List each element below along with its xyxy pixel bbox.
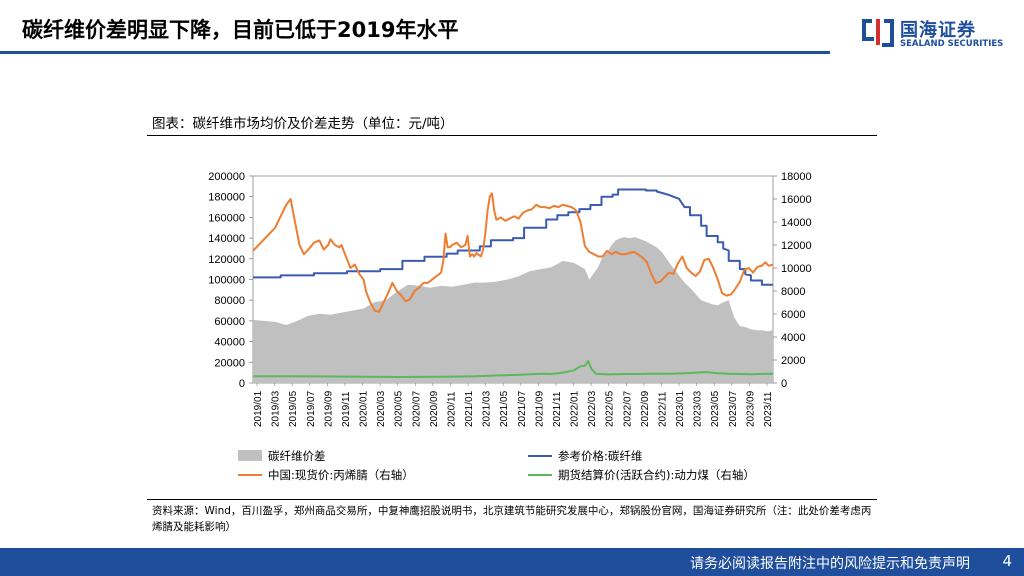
legend-label: 期货结算价(活跃合约):动力煤（右轴） — [558, 468, 755, 482]
logo-chinese-name: 国海证券 — [900, 20, 976, 41]
x-tick-label: 2022/11 — [657, 391, 668, 427]
left-tick-label: 140000 — [208, 233, 245, 245]
right-tick-label: 0 — [781, 378, 787, 390]
left-tick-label: 80000 — [214, 295, 245, 307]
x-tick-label: 2023/09 — [745, 390, 756, 427]
legend-label: 参考价格:碳纤维 — [558, 449, 642, 463]
x-tick-label: 2022/07 — [622, 390, 633, 427]
legend-label: 中国:现货价:丙烯腈（右轴） — [268, 468, 414, 482]
x-tick-label: 2023/01 — [675, 390, 686, 427]
x-tick-label: 2022/05 — [605, 390, 616, 427]
x-tick-label: 2019/07 — [306, 390, 317, 427]
x-tick-label: 2021/05 — [499, 390, 510, 427]
left-tick-label: 200000 — [208, 171, 245, 183]
left-tick-label: 120000 — [208, 254, 245, 266]
right-tick-label: 14000 — [781, 217, 812, 229]
title-underline — [0, 51, 830, 54]
x-tick-label: 2022/03 — [587, 390, 598, 427]
x-tick-label: 2021/09 — [534, 390, 545, 427]
caption-rule — [147, 135, 877, 136]
series-line-2 — [252, 192, 774, 313]
x-tick-label: 2023/03 — [693, 390, 704, 427]
left-tick-label: 20000 — [214, 357, 245, 369]
x-tick-label: 2020/05 — [394, 390, 405, 427]
x-tick-label: 2019/03 — [271, 390, 282, 427]
x-tick-label: 2019/11 — [341, 391, 352, 427]
source-note: 资料来源：Wind，百川盈孚，郑州商品交易所，中复神鹰招股说明书，北京建筑节能研… — [152, 505, 872, 533]
series-line-1 — [253, 188, 773, 286]
right-tick-label: 4000 — [781, 332, 805, 344]
x-tick-label: 2020/03 — [376, 390, 387, 427]
x-tick-label: 2021/01 — [464, 390, 475, 427]
left-tick-label: 180000 — [208, 192, 245, 204]
footer-bar: 请务必阅读报告附注中的风险提示和免责声明 4 — [0, 548, 1024, 576]
x-tick-label: 2020/11 — [446, 391, 457, 427]
page-title: 碳纤维价差明显下降，目前已低于2019年水平 — [22, 18, 459, 42]
x-tick-label: 2019/09 — [323, 390, 334, 427]
x-tick-label: 2020/09 — [429, 390, 440, 427]
x-tick-label: 2020/01 — [359, 390, 370, 427]
series-area-spread — [253, 237, 773, 383]
x-tick-label: 2021/11 — [552, 391, 563, 427]
right-tick-label: 12000 — [781, 240, 812, 252]
left-tick-label: 40000 — [214, 337, 245, 349]
legend-label: 碳纤维价差 — [268, 449, 326, 463]
x-tick-label: 2023/11 — [763, 391, 774, 427]
right-tick-label: 10000 — [781, 263, 812, 275]
sealand-logo: 国海证券 SEALAND SECURITIES — [860, 14, 1010, 54]
x-tick-label: 2019/01 — [253, 390, 264, 427]
x-tick-label: 2023/07 — [728, 390, 739, 427]
right-tick-label: 6000 — [781, 309, 805, 321]
x-tick-label: 2020/07 — [411, 390, 422, 427]
right-tick-label: 18000 — [781, 171, 812, 183]
legend-swatch-area — [238, 450, 262, 461]
right-tick-label: 2000 — [781, 355, 805, 367]
left-tick-label: 60000 — [214, 316, 245, 328]
series-line-3 — [252, 360, 774, 378]
left-tick-label: 160000 — [208, 212, 245, 224]
right-tick-label: 16000 — [781, 194, 812, 206]
page-number: 4 — [1002, 552, 1012, 570]
x-tick-label: 2023/05 — [710, 390, 721, 427]
sealand-logo-icon — [862, 19, 894, 47]
x-tick-label: 2021/03 — [482, 390, 493, 427]
logo-english-name: SEALAND SECURITIES — [900, 39, 1004, 49]
x-tick-label: 2022/09 — [640, 390, 651, 427]
x-tick-label: 2022/01 — [570, 390, 581, 427]
disclaimer-text: 请务必阅读报告附注中的风险提示和免责声明 — [690, 556, 970, 572]
chart-caption: 图表：碳纤维市场均价及价差走势（单位：元/吨） — [152, 116, 454, 132]
right-tick-label: 8000 — [781, 286, 805, 298]
x-tick-label: 2019/05 — [288, 390, 299, 427]
x-tick-label: 2021/07 — [517, 390, 528, 427]
source-rule — [147, 499, 877, 500]
left-tick-label: 100000 — [208, 275, 245, 287]
left-tick-label: 0 — [239, 378, 245, 390]
